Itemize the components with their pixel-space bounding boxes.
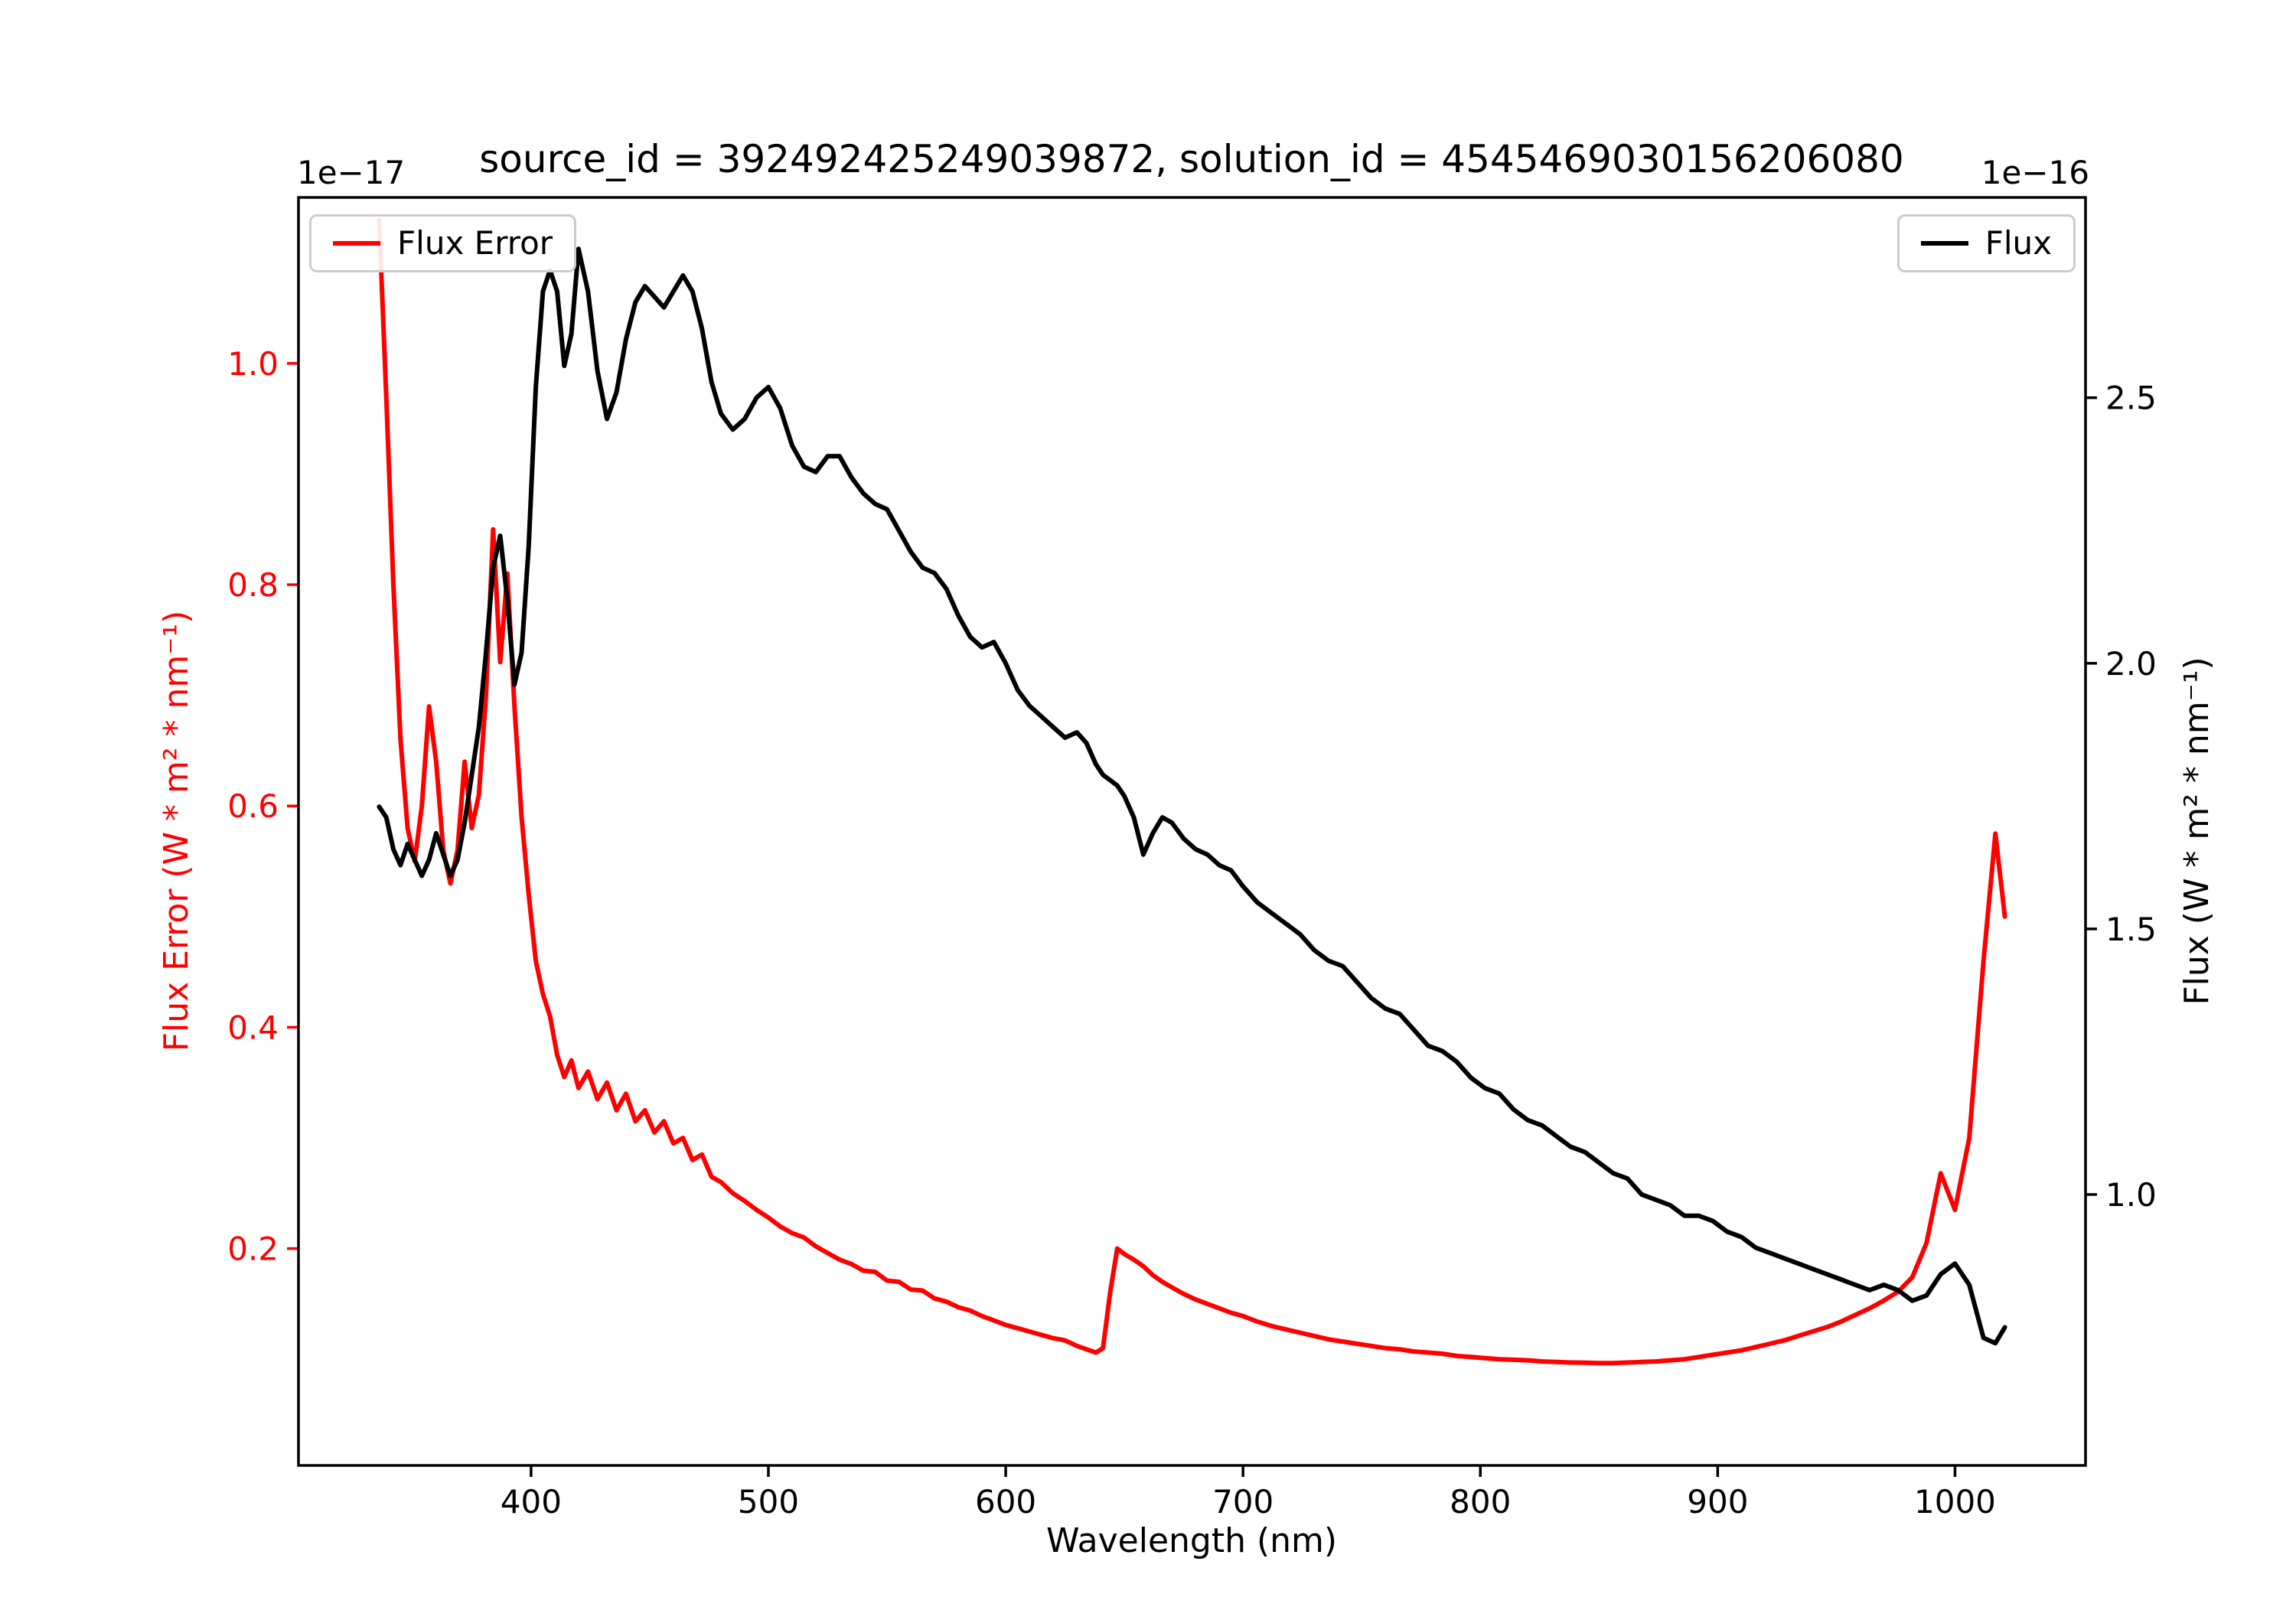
y-left-tick-label: 0.4 <box>227 1009 279 1046</box>
right-scale-offset-label: 1e−16 <box>1981 154 2089 191</box>
y-right-tick-label: 1.0 <box>2105 1176 2157 1214</box>
x-tick-label: 400 <box>501 1483 562 1521</box>
y-right-tick-label: 2.5 <box>2105 380 2157 417</box>
y-left-tick-label: 0.2 <box>227 1231 279 1268</box>
y-right-tick-label: 1.5 <box>2105 911 2157 948</box>
x-tick-label: 600 <box>975 1483 1036 1521</box>
flux-error-legend-line-icon <box>333 241 380 246</box>
y-left-tick-label: 0.6 <box>227 787 279 825</box>
y-left-tick-label: 1.0 <box>227 345 279 383</box>
flux-error-line <box>377 217 2007 1366</box>
x-tick-label: 900 <box>1687 1483 1748 1521</box>
y-left-tick-label: 0.8 <box>227 566 279 604</box>
x-axis-ticks: 400 500 600 700 800 900 1000 <box>501 1465 1996 1521</box>
flux-legend-line-icon <box>1920 241 1968 246</box>
y-right-tick-label: 2.0 <box>2105 645 2157 683</box>
x-tick-label: 700 <box>1212 1483 1274 1521</box>
y-left-axis-ticks: 0.2 0.4 0.6 0.8 1.0 <box>227 345 298 1268</box>
legend-flux-error: Flux Error <box>309 214 577 273</box>
flux-error-legend-label: Flux Error <box>397 224 553 262</box>
flux-legend-label: Flux <box>1985 224 2052 262</box>
y-right-axis-ticks: 1.0 1.5 2.0 2.5 <box>2086 380 2157 1214</box>
y-left-axis-label: Flux Error (W * m² * nm⁻¹) <box>157 611 196 1052</box>
x-axis-label: Wavelength (nm) <box>1046 1521 1337 1560</box>
chart-title: source_id = 392492425249039872, solution… <box>479 137 1903 181</box>
x-tick-label: 800 <box>1450 1483 1511 1521</box>
legend-flux: Flux <box>1896 214 2076 273</box>
x-tick-label: 1000 <box>1914 1483 1996 1521</box>
left-scale-offset-label: 1e−17 <box>297 154 405 191</box>
x-tick-label: 500 <box>738 1483 799 1521</box>
flux-line <box>377 246 2007 1346</box>
y-right-axis-label: Flux (W * m² * nm⁻¹) <box>2177 657 2216 1005</box>
plot-frame <box>297 196 2087 1467</box>
